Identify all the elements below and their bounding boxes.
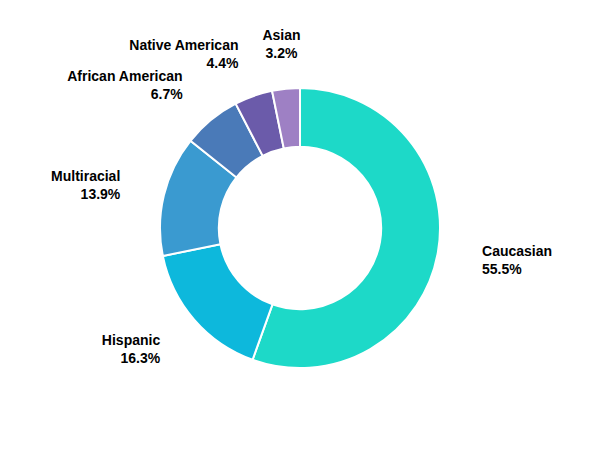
- svg-text:Asian3.2%: Asian3.2%: [262, 27, 300, 61]
- svg-text:African American6.7%: African American6.7%: [67, 68, 183, 102]
- svg-text:Hispanic16.3%: Hispanic16.3%: [102, 332, 161, 366]
- svg-text:Caucasian55.5%: Caucasian55.5%: [482, 243, 552, 277]
- svg-text:Multiracial13.9%: Multiracial13.9%: [51, 168, 121, 202]
- svg-text:Native American4.4%: Native American4.4%: [129, 37, 239, 71]
